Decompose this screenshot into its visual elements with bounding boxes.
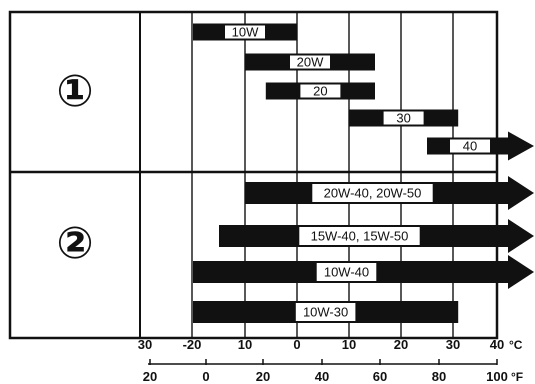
viscosity-bar: 20W bbox=[245, 53, 375, 71]
fahrenheit-tick-label: 100 bbox=[486, 369, 508, 384]
celsius-tick-label: 40 bbox=[490, 337, 504, 352]
celsius-tick-label: 10 bbox=[238, 337, 252, 352]
fahrenheit-tick-label: 60 bbox=[373, 369, 387, 384]
viscosity-bar: 10W bbox=[193, 23, 297, 41]
viscosity-bar: 10W-40 bbox=[193, 255, 534, 289]
bar-label-box bbox=[312, 184, 433, 202]
bar-label: 10W bbox=[232, 25, 259, 40]
bar-label: 40 bbox=[463, 139, 477, 154]
viscosity-bar: 15W-40, 15W-50 bbox=[219, 219, 534, 253]
bar-arrowhead bbox=[508, 219, 534, 253]
celsius-unit: °C bbox=[509, 338, 523, 352]
group-marker: ① bbox=[56, 66, 93, 117]
fahrenheit-tick-label: 0 bbox=[202, 369, 209, 384]
celsius-tick-label: -20 bbox=[183, 337, 202, 352]
bar-label-box bbox=[290, 55, 330, 69]
fahrenheit-unit: °F bbox=[511, 370, 523, 384]
viscosity-bar: 20 bbox=[265, 82, 375, 100]
viscosity-bar: 10W-30 bbox=[193, 301, 459, 323]
bar-label: 20W-40, 20W-50 bbox=[324, 186, 422, 201]
temperature-axes: 30 -20 10 0 10 20 30 40 °C20 0 20 40 60 80 100 °F bbox=[138, 337, 523, 384]
viscosity-bar: 40 bbox=[427, 131, 534, 161]
bar-arrowhead bbox=[508, 131, 534, 161]
bar-label-box bbox=[450, 139, 490, 153]
viscosity-bars: 10W 20W 20 30 40 20W-40, 20W-50 15W-40, 15W-50… bbox=[193, 23, 534, 323]
group-marker: ② bbox=[56, 218, 93, 269]
fahrenheit-tick-label: 20 bbox=[143, 369, 157, 384]
bar-label-box bbox=[225, 25, 265, 39]
bar-label: 10W-30 bbox=[303, 305, 348, 320]
bar-label-box bbox=[316, 263, 377, 281]
bar-label-box bbox=[383, 111, 424, 125]
bar-label-box bbox=[295, 303, 356, 321]
chart-frame bbox=[8, 10, 499, 340]
bar-arrowhead bbox=[508, 176, 534, 210]
celsius-tick-label: 10 bbox=[342, 337, 356, 352]
group-markers: ①② bbox=[56, 66, 93, 269]
bar-label: 10W-40 bbox=[324, 265, 369, 280]
bar-label-box bbox=[299, 227, 420, 245]
fahrenheit-tick-label: 80 bbox=[432, 369, 446, 384]
celsius-tick-label: 30 bbox=[446, 337, 460, 352]
celsius-tick-label: 0 bbox=[293, 337, 300, 352]
bar-arrowhead bbox=[508, 255, 534, 289]
bar-label: 20W bbox=[297, 55, 324, 70]
fahrenheit-tick-label: 40 bbox=[315, 369, 329, 384]
bar-label: 30 bbox=[396, 111, 410, 126]
viscosity-bar: 20W-40, 20W-50 bbox=[245, 176, 534, 210]
bar-label: 15W-40, 15W-50 bbox=[311, 229, 409, 244]
viscosity-bar: 30 bbox=[349, 109, 459, 127]
celsius-tick-label: 30 bbox=[138, 337, 152, 352]
fahrenheit-tick-label: 20 bbox=[256, 369, 270, 384]
bar-label-box bbox=[300, 84, 341, 98]
celsius-tick-label: 20 bbox=[394, 337, 408, 352]
bar-label: 20 bbox=[313, 84, 327, 99]
